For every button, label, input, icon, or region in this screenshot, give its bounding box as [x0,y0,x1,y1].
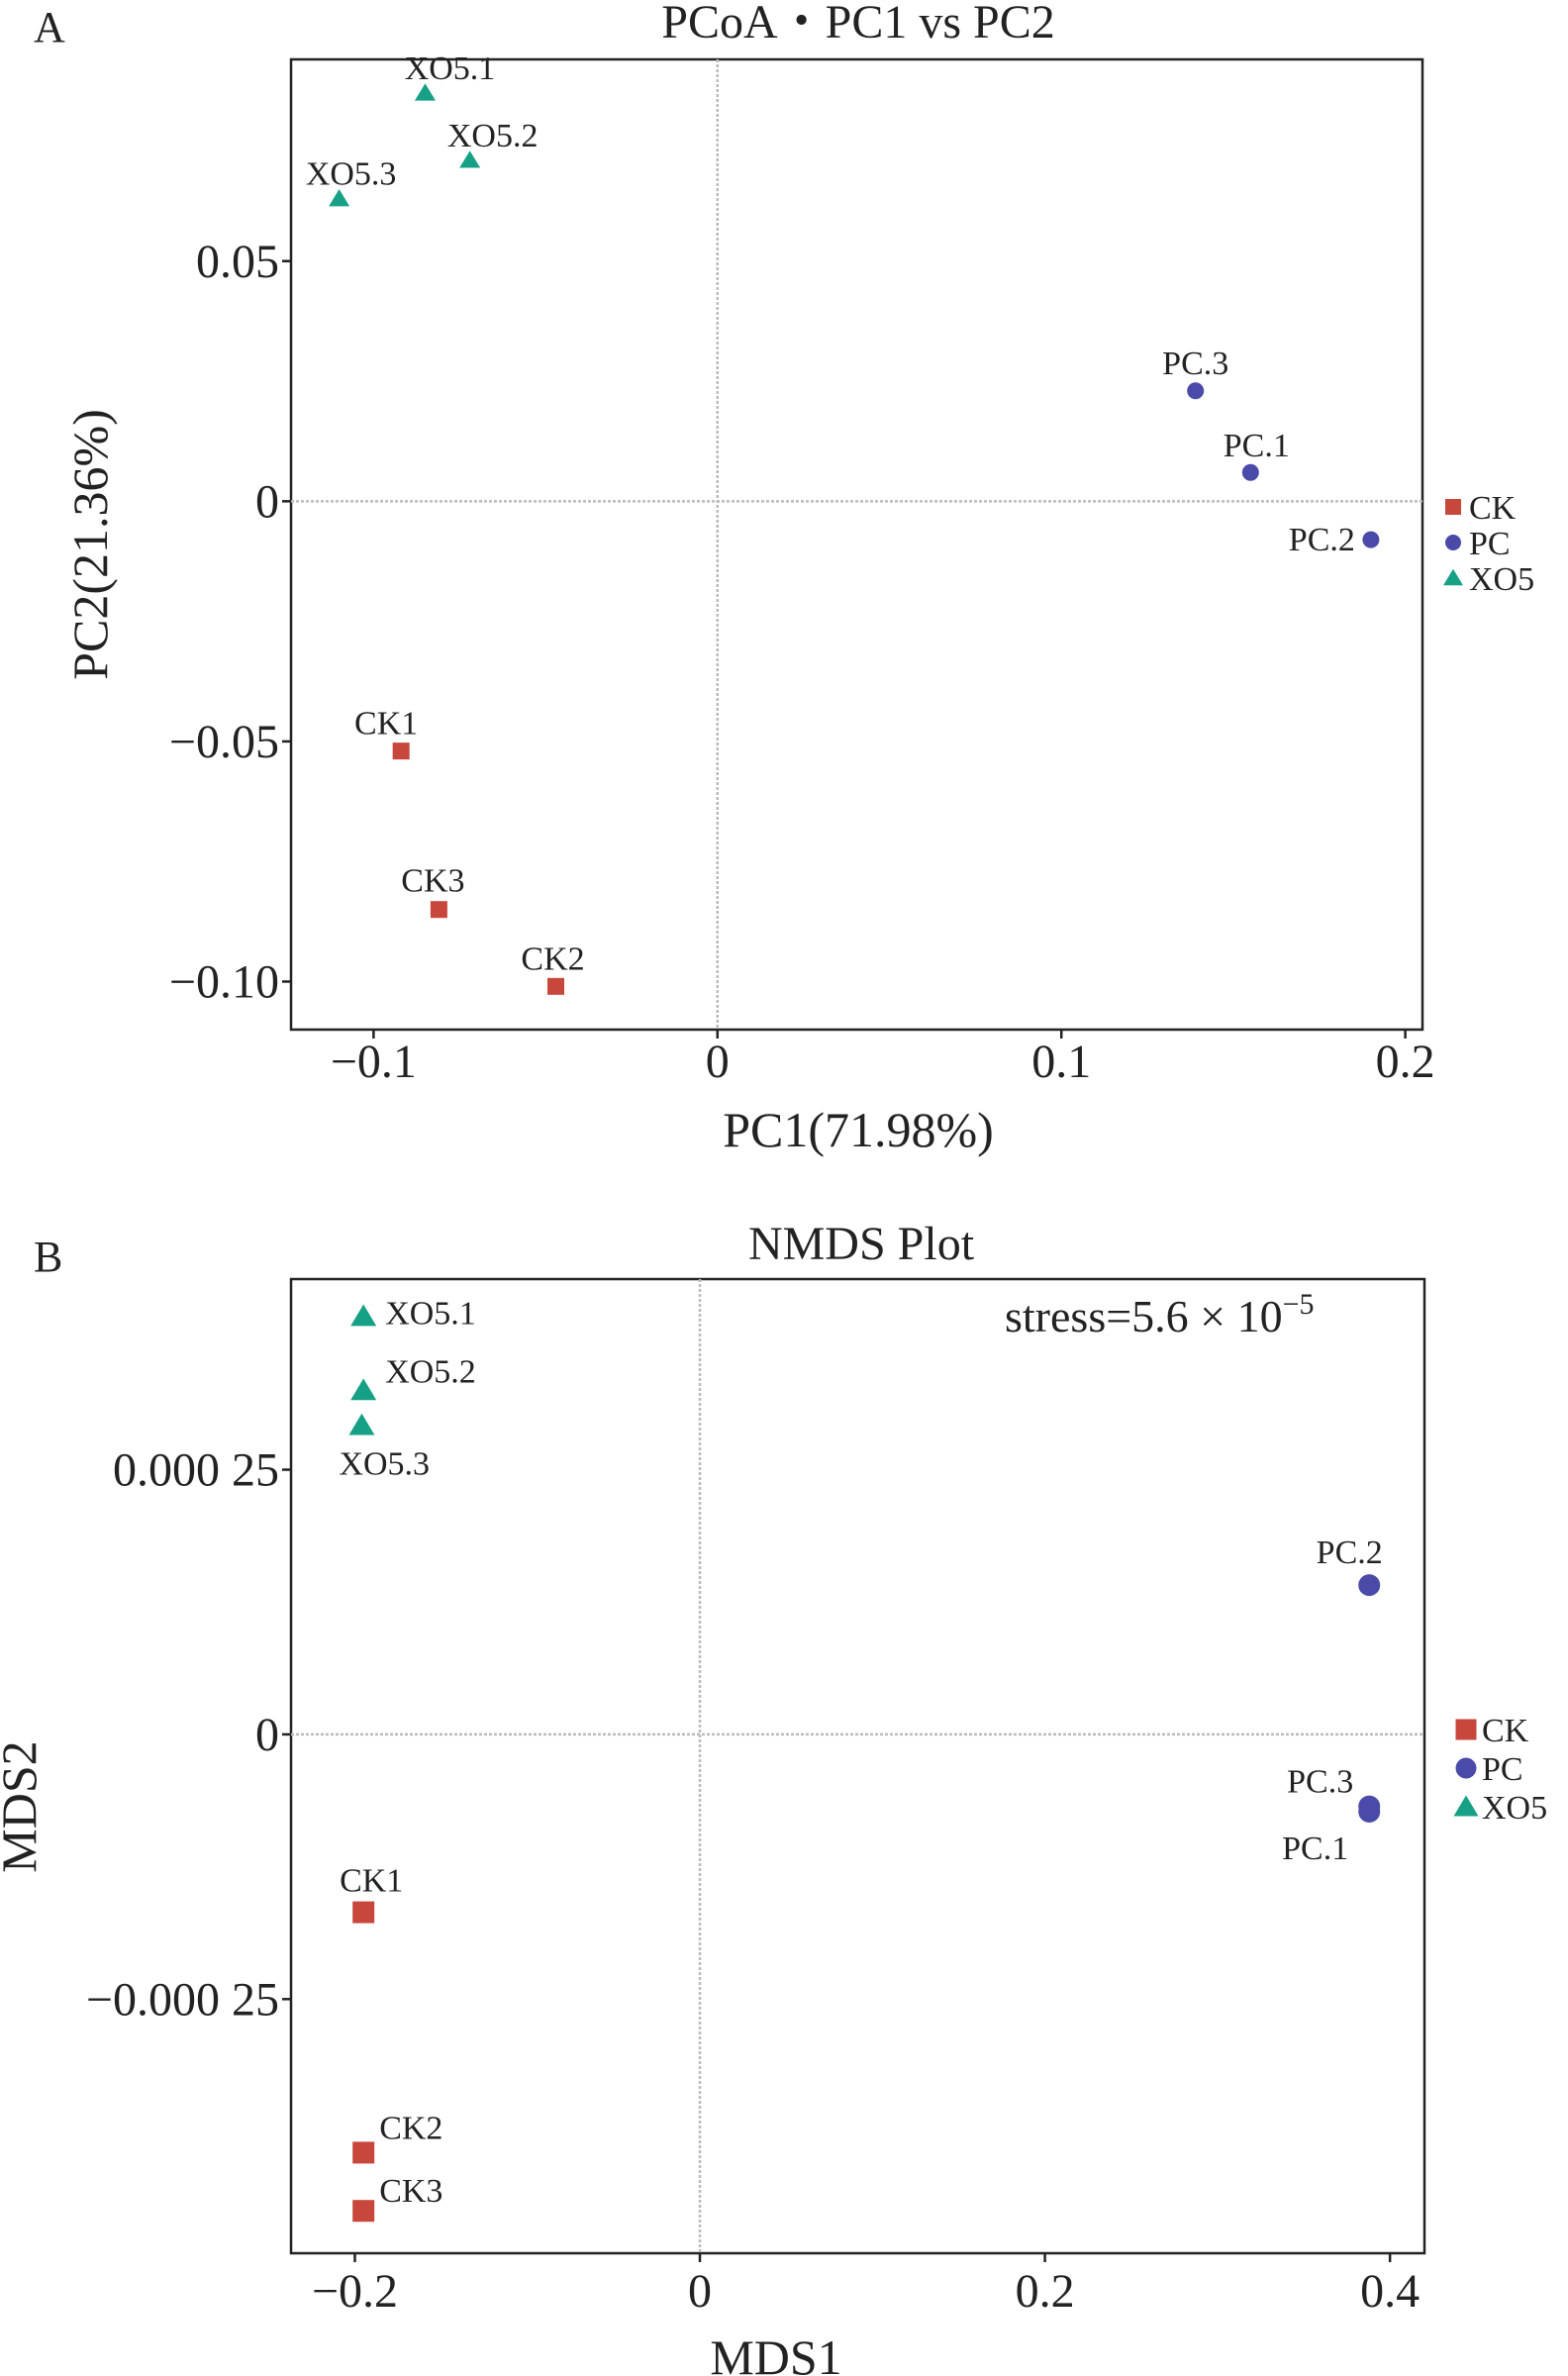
panel-a-plot-layer: −0.1 0 0.1 0.2−0.10−0.0500.05CK1CK3CK2PC.3P… [169,50,1435,1088]
data-point-pc-1 [1241,463,1259,481]
point-label: XO5.3 [339,1446,430,1483]
stress-text: stress=5.6 × 10 [1005,1291,1283,1341]
data-point-xo5-2 [459,150,481,168]
panel-a-x-axis-label: PC1(71.98%) [723,1102,994,1157]
panel-b-letter: B [34,1233,62,1281]
panel-b-nmds: B NMDS Plot stress=5.6 × 10−5 −0.2 0 0.2 0.… [0,1218,1547,2376]
point-label: PC.3 [1287,1764,1353,1801]
legend-label-xo5: XO5 [1469,561,1534,598]
panel-b-y-axis-label: MDS2 [0,1740,47,1872]
y-tick-label: 0 [255,1709,279,1761]
point-label: XO5.2 [447,118,539,154]
data-point-pc-2 [1358,1574,1381,1597]
point-label: CK3 [401,863,464,900]
data-point-xo5-3 [348,1413,375,1436]
legend-label-ck: CK [1469,490,1517,527]
point-label: CK1 [354,706,418,742]
x-tick-label: 0.2 [1376,1036,1435,1088]
panel-b-plot-frame [289,1277,1426,2255]
point-label: PC.2 [1317,1534,1383,1571]
point-label: XO5.1 [405,50,496,87]
panel-b-stress-annotation: stress=5.6 × 10−5 [1005,1288,1315,1341]
point-label: PC.1 [1282,1831,1348,1867]
data-point-xo5-1 [414,83,436,101]
legend-marker-xo5 [1443,568,1463,586]
point-label: CK2 [521,940,584,977]
legend-marker-ck [1455,1719,1477,1740]
panel-b-x-axis-label: MDS1 [710,2329,841,2376]
data-point-ck2 [352,2141,375,2164]
point-label: CK3 [379,2173,442,2210]
y-tick-label: −0.000 25 [86,1973,279,2026]
data-point-xo5-1 [350,1304,377,1327]
y-tick-label: 0.000 25 [113,1444,279,1497]
legend-label-pc: PC [1482,1751,1523,1788]
y-tick-label: 0 [255,475,279,528]
legend-label-xo5: XO5 [1482,1790,1547,1827]
point-label: XO5.3 [306,156,397,193]
data-point-pc-2 [1362,531,1380,548]
x-tick-label: 0.4 [1360,2265,1420,2318]
data-point-pc-1 [1358,1800,1381,1823]
legend-marker-xo5 [1453,1795,1479,1817]
point-label: XO5.2 [385,1353,476,1390]
data-point-ck3 [352,2200,375,2223]
legend-label-pc: PC [1469,526,1511,562]
y-tick-label: −0.10 [169,955,279,1008]
point-label: XO5.1 [385,1295,476,1332]
data-point-ck2 [547,977,565,995]
panel-b-plot-layer: −0.2 0 0.2 0.4 −0.000 25 0 0.000 25 CK1 CK2 CK3 PC… [86,1279,1424,2318]
data-point-pc-3 [1187,382,1205,400]
x-tick-label: −0.1 [331,1036,417,1088]
x-tick-label: 0.1 [1031,1036,1091,1088]
panel-a-y-axis-label: PC2(21.36%) [62,409,118,680]
point-label: PC.2 [1289,522,1355,558]
legend-label-ck: CK [1482,1713,1529,1749]
point-label: PC.1 [1224,428,1290,464]
y-tick-label: −0.05 [169,716,279,768]
point-label: CK2 [379,2110,442,2146]
data-point-ck1 [352,1901,375,1924]
point-label: CK1 [340,1863,403,1900]
x-tick-label: −0.2 [312,2265,398,2318]
data-point-xo5-3 [329,189,350,207]
legend-marker-pc [1445,535,1461,550]
panel-a-plot-frame [289,57,1424,1032]
panel-a-pcoa: A PCoA・PC1 vs PC2 −0.1 0 0.1 0.2−0.10−0.050… [34,0,1534,1157]
x-tick-label: 0 [688,2265,712,2318]
y-tick-label: 0.05 [196,236,279,288]
x-tick-label: 0 [706,1036,730,1088]
panel-b-title: NMDS Plot [748,1218,975,1270]
data-point-ck3 [430,901,447,919]
legend-marker-pc [1455,1757,1477,1779]
panel-a-title: PCoA・PC1 vs PC2 [661,0,1054,49]
data-point-ck1 [392,742,410,760]
legend-marker-ck [1445,499,1461,515]
point-label: PC.3 [1162,346,1228,382]
data-point-xo5-2 [350,1378,377,1401]
panel-a-letter: A [34,3,65,51]
stress-exponent: −5 [1283,1288,1315,1321]
x-tick-label: 0.2 [1016,2265,1075,2318]
